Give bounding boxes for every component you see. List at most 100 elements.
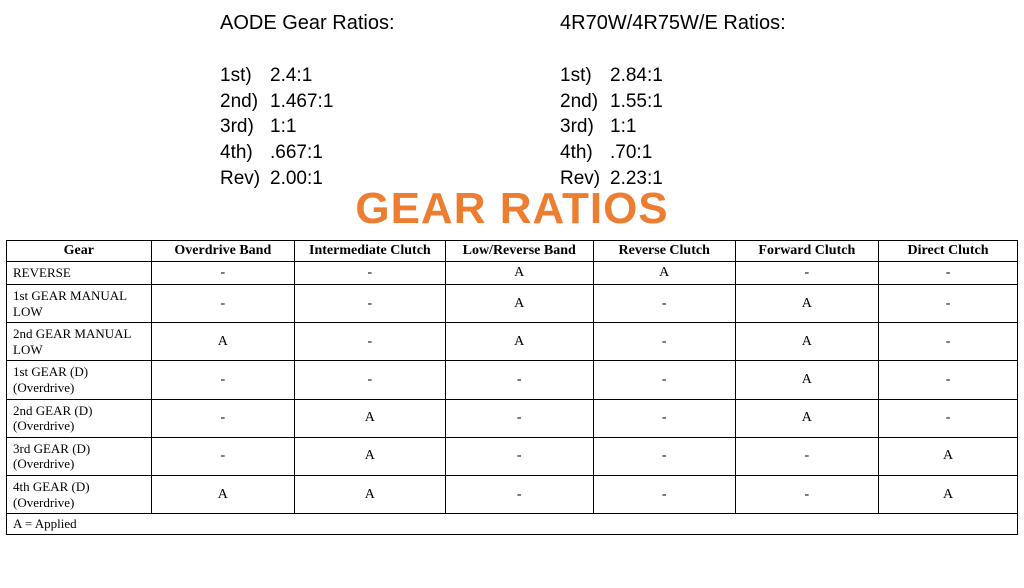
- ratio-value: 1:1: [610, 114, 636, 140]
- column-header: Overdrive Band: [151, 241, 294, 262]
- ratio-label: 1st): [560, 63, 610, 89]
- ratio-label: 3rd): [220, 114, 270, 140]
- apply-cell: A: [295, 399, 446, 437]
- ratio-label: 1st): [220, 63, 270, 89]
- apply-cell: -: [593, 361, 735, 399]
- ratio-row: Rev)2.23:1: [560, 166, 900, 192]
- gear-cell: REVERSE: [7, 262, 152, 285]
- column-header: Forward Clutch: [735, 241, 878, 262]
- ratio-label: 4th): [220, 140, 270, 166]
- table-row: 2nd GEAR (D)(Overdrive)-A--A-: [7, 399, 1018, 437]
- apply-cell: -: [593, 437, 735, 475]
- apply-cell: -: [295, 323, 446, 361]
- clutch-apply-table-wrap: GearOverdrive BandIntermediate ClutchLow…: [6, 240, 1018, 535]
- table-row: 4th GEAR (D)(Overdrive)AA---A: [7, 475, 1018, 513]
- apply-cell: A: [735, 361, 878, 399]
- aode-ratios-list: 1st)2.4:12nd)1.467:13rd)1:14th).667:1Rev…: [220, 63, 560, 191]
- table-row: REVERSE--AA--: [7, 262, 1018, 285]
- apply-cell: -: [593, 285, 735, 323]
- apply-cell: A: [151, 323, 294, 361]
- apply-cell: -: [879, 361, 1018, 399]
- apply-cell: A: [879, 475, 1018, 513]
- apply-cell: -: [151, 437, 294, 475]
- clutch-apply-table: GearOverdrive BandIntermediate ClutchLow…: [6, 240, 1018, 535]
- apply-cell: -: [735, 262, 878, 285]
- apply-cell: -: [295, 285, 446, 323]
- ratio-label: Rev): [560, 166, 610, 192]
- apply-cell: -: [445, 361, 593, 399]
- table-row: 1st GEAR (D)(Overdrive)----A-: [7, 361, 1018, 399]
- table-header-row: GearOverdrive BandIntermediate ClutchLow…: [7, 241, 1018, 262]
- ratio-value: 1.55:1: [610, 89, 663, 115]
- 4r70w-ratios-title: 4R70W/4R75W/E Ratios:: [560, 12, 900, 35]
- ratio-label: 2nd): [560, 89, 610, 115]
- gear-cell: 2nd GEAR MANUALLOW: [7, 323, 152, 361]
- apply-cell: -: [879, 399, 1018, 437]
- apply-cell: -: [593, 399, 735, 437]
- ratio-value: 2.00:1: [270, 166, 323, 192]
- apply-cell: -: [879, 262, 1018, 285]
- column-header: Low/Reverse Band: [445, 241, 593, 262]
- gear-cell: 4th GEAR (D)(Overdrive): [7, 475, 152, 513]
- apply-cell: -: [593, 475, 735, 513]
- column-header: Direct Clutch: [879, 241, 1018, 262]
- ratio-row: 2nd)1.55:1: [560, 89, 900, 115]
- apply-cell: A: [295, 437, 446, 475]
- table-footer: A = Applied: [7, 514, 1018, 535]
- apply-cell: -: [879, 323, 1018, 361]
- apply-cell: -: [445, 475, 593, 513]
- apply-cell: -: [735, 475, 878, 513]
- gear-cell: 1st GEAR MANUALLOW: [7, 285, 152, 323]
- gear-ratios-block: AODE Gear Ratios: 1st)2.4:12nd)1.467:13r…: [0, 0, 1024, 191]
- ratio-label: Rev): [220, 166, 270, 192]
- apply-cell: -: [445, 399, 593, 437]
- table-head: GearOverdrive BandIntermediate ClutchLow…: [7, 241, 1018, 262]
- table-row: 1st GEAR MANUALLOW--A-A-: [7, 285, 1018, 323]
- ratio-value: 2.4:1: [270, 63, 312, 89]
- ratio-value: .70:1: [610, 140, 652, 166]
- apply-cell: A: [879, 437, 1018, 475]
- ratio-label: 4th): [560, 140, 610, 166]
- apply-cell: A: [593, 262, 735, 285]
- aode-ratios-column: AODE Gear Ratios: 1st)2.4:12nd)1.467:13r…: [220, 12, 560, 191]
- apply-cell: -: [151, 285, 294, 323]
- ratio-row: 1st)2.84:1: [560, 63, 900, 89]
- apply-cell: A: [295, 475, 446, 513]
- apply-cell: -: [735, 437, 878, 475]
- apply-cell: -: [151, 262, 294, 285]
- apply-cell: -: [295, 361, 446, 399]
- table-row: 3rd GEAR (D)(Overdrive)-A---A: [7, 437, 1018, 475]
- ratio-row: 2nd)1.467:1: [220, 89, 560, 115]
- section-title: GEAR RATIOS: [0, 184, 1024, 234]
- column-header: Intermediate Clutch: [295, 241, 446, 262]
- apply-cell: A: [735, 285, 878, 323]
- ratio-value: 2.84:1: [610, 63, 663, 89]
- ratio-row: 3rd)1:1: [560, 114, 900, 140]
- apply-cell: -: [151, 361, 294, 399]
- ratio-row: Rev)2.00:1: [220, 166, 560, 192]
- ratio-row: 3rd)1:1: [220, 114, 560, 140]
- table-row: 2nd GEAR MANUALLOWA-A-A-: [7, 323, 1018, 361]
- apply-cell: A: [735, 399, 878, 437]
- gear-cell: 1st GEAR (D)(Overdrive): [7, 361, 152, 399]
- apply-cell: -: [593, 323, 735, 361]
- ratio-row: 4th).667:1: [220, 140, 560, 166]
- ratio-row: 4th).70:1: [560, 140, 900, 166]
- column-header: Gear: [7, 241, 152, 262]
- column-header: Reverse Clutch: [593, 241, 735, 262]
- gear-cell: 2nd GEAR (D)(Overdrive): [7, 399, 152, 437]
- apply-cell: A: [445, 262, 593, 285]
- apply-cell: -: [295, 262, 446, 285]
- apply-cell: A: [151, 475, 294, 513]
- ratio-value: 1.467:1: [270, 89, 333, 115]
- 4r70w-ratios-list: 1st)2.84:12nd)1.55:13rd)1:14th).70:1Rev)…: [560, 63, 900, 191]
- ratio-value: 1:1: [270, 114, 296, 140]
- ratio-label: 3rd): [560, 114, 610, 140]
- ratio-row: 1st)2.4:1: [220, 63, 560, 89]
- apply-cell: A: [445, 323, 593, 361]
- apply-cell: -: [445, 437, 593, 475]
- apply-cell: -: [879, 285, 1018, 323]
- ratio-value: .667:1: [270, 140, 323, 166]
- apply-cell: -: [151, 399, 294, 437]
- gear-cell: 3rd GEAR (D)(Overdrive): [7, 437, 152, 475]
